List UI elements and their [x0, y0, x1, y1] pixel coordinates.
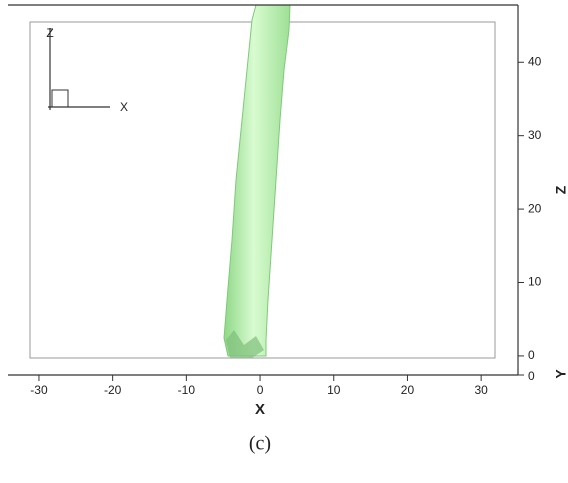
y-tick-label: 30 — [528, 128, 542, 142]
triad-label: Z — [46, 26, 53, 40]
x-tick-label: -10 — [178, 383, 196, 397]
x-tick-label: 20 — [401, 383, 415, 397]
surface-base — [226, 330, 264, 358]
y2-tick-label: 0 — [528, 369, 535, 383]
x-axis-label: X — [255, 401, 265, 418]
x-tick-label: 0 — [257, 383, 264, 397]
x-tick-label: 30 — [474, 383, 488, 397]
y-axis-label: Z — [553, 185, 568, 194]
y-tick-label: 0 — [528, 348, 535, 362]
x-tick-label: -30 — [30, 383, 48, 397]
triad-box — [51, 89, 69, 108]
isosurface — [223, 4, 291, 357]
y2-axis-label: Y — [553, 369, 568, 379]
y-tick-label: 20 — [528, 201, 542, 215]
caption: (c) — [249, 433, 271, 455]
x-tick-label: -20 — [104, 383, 122, 397]
y-tick-label: 10 — [528, 275, 542, 289]
y-tick-label: 40 — [528, 54, 542, 68]
x-tick-label: 10 — [327, 383, 341, 397]
triad-label: X — [120, 100, 128, 114]
